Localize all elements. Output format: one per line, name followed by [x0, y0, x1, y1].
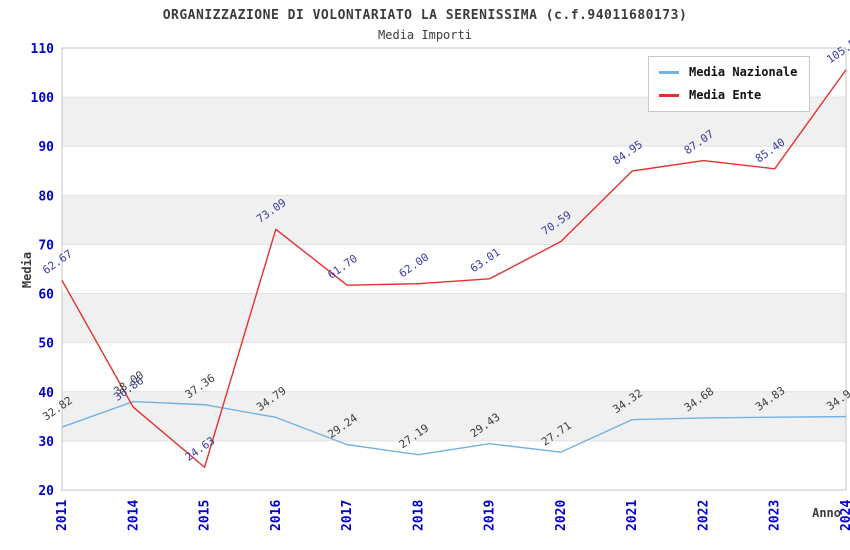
value-label: 63.01	[468, 246, 503, 276]
y-tick-label: 110	[31, 42, 55, 57]
value-label: 62.00	[397, 251, 432, 281]
x-axis-title: Anno	[812, 506, 841, 520]
legend-line-swatch-ente	[659, 93, 679, 97]
chart-title: ORGANIZZAZIONE DI VOLONTARIATO LA SERENI…	[162, 8, 688, 23]
x-tick-label: 2016	[269, 500, 284, 531]
grid-band	[62, 391, 846, 441]
series-line-media-ente	[61, 69, 847, 468]
x-tick-label: 2023	[768, 500, 783, 531]
x-tick-label: 2017	[340, 500, 355, 531]
legend-item-media-ente: Media Ente	[659, 88, 799, 102]
y-tick-label: 30	[38, 435, 54, 450]
x-tick-label: 2015	[198, 500, 213, 531]
value-label: 61.70	[325, 252, 360, 282]
y-tick-label: 40	[38, 386, 54, 401]
plot-border	[61, 47, 847, 491]
legend-label-ente: Media Ente	[689, 88, 762, 102]
legend: Media Nazionale Media Ente	[648, 56, 810, 112]
x-tick-label: 2021	[625, 500, 640, 531]
x-tick-label: 2022	[696, 500, 711, 531]
y-tick-label: 70	[38, 238, 54, 253]
x-tick-label: 2011	[55, 500, 70, 531]
x-tick-label: 2018	[411, 500, 426, 531]
x-tick-label: 2019	[483, 500, 498, 531]
y-tick-label: 50	[38, 337, 54, 352]
y-tick-label: 90	[38, 140, 54, 155]
grid-band	[62, 195, 846, 245]
y-tick-label: 100	[31, 91, 55, 106]
x-tick-label: 2020	[554, 500, 569, 531]
x-tick-label: 2024	[839, 500, 850, 531]
chart-subtitle: Media Importi	[378, 28, 472, 42]
y-tick-label: 20	[38, 484, 54, 499]
y-tick-label: 60	[38, 288, 54, 303]
legend-label-nazionale: Media Nazionale	[689, 65, 798, 79]
y-axis-title: Media	[20, 252, 34, 288]
x-tick-label: 2014	[126, 500, 141, 531]
legend-item-media-nazionale: Media Nazionale	[659, 65, 799, 79]
legend-line-swatch-nazionale	[659, 70, 679, 74]
grid-band	[62, 293, 846, 343]
series-line-media-nazionale	[61, 400, 847, 456]
y-tick-label: 80	[38, 189, 54, 204]
